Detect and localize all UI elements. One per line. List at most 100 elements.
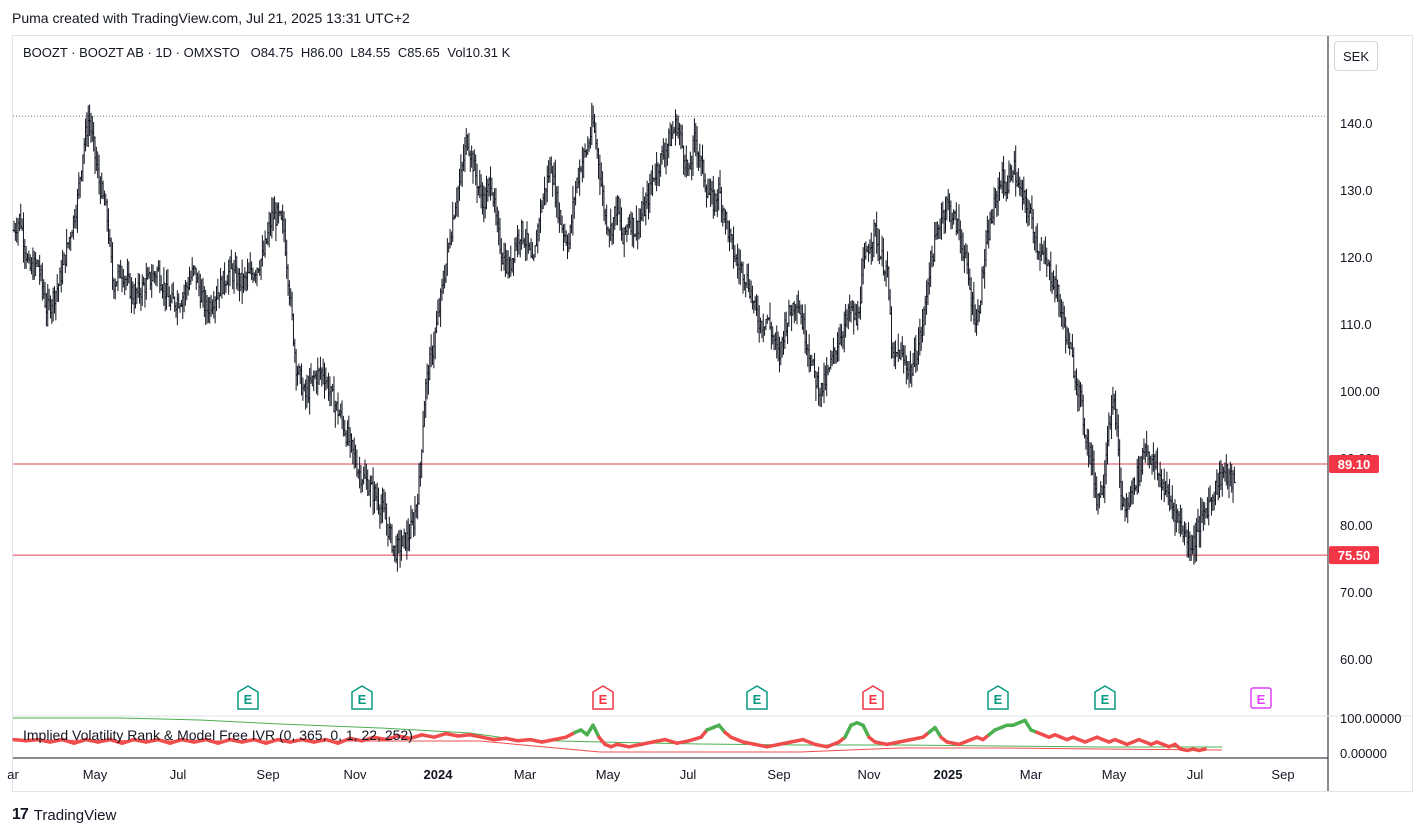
ivr-segment [651, 737, 667, 744]
ivr-segment [897, 737, 913, 744]
ivr-segment [420, 733, 436, 739]
ivr-segment [252, 737, 268, 745]
ivr-segment [276, 737, 292, 744]
earnings-marker [987, 685, 1009, 710]
ivr-segment [108, 737, 124, 745]
ivr-segment [168, 737, 184, 745]
indicator-label: Implied Volatility Rank & Model Free IVR… [23, 727, 413, 743]
earnings-label: E [869, 692, 878, 707]
y-tick-label: 60.00 [1340, 652, 1373, 667]
ivr-segment [945, 740, 961, 747]
x-tick-label: Jul [1187, 767, 1204, 782]
y-tick-label: 120.0 [1340, 250, 1373, 265]
ivr-segment [96, 737, 112, 744]
ivr-segment [204, 737, 220, 745]
ivr-segment [84, 737, 100, 744]
x-tick-label: 2024 [424, 767, 454, 782]
brand-name: TradingView [33, 806, 117, 824]
x-tick-label: May [596, 767, 621, 782]
ivr-segment [873, 740, 889, 747]
earnings-marker [862, 685, 884, 710]
ivr-segment [801, 737, 817, 747]
ivr-segment [216, 737, 232, 745]
ohlc-low: L84.55 [350, 45, 391, 60]
earnings-marker [746, 685, 768, 710]
earnings-marker [1094, 685, 1116, 710]
tradingview-brand: 17 TradingView [12, 806, 116, 824]
ivr-segment [516, 737, 532, 743]
ivr-segment [813, 742, 829, 749]
ivr-tick-label: 100.00000 [1340, 711, 1401, 726]
currency-button[interactable]: SEK [1334, 41, 1378, 71]
ivr-segment [12, 737, 28, 743]
ivr-segment [228, 737, 244, 744]
ivr-segment [615, 742, 631, 749]
ivr-segment [468, 733, 484, 739]
ivr-segment [765, 742, 781, 749]
ivr-segment [408, 733, 424, 741]
earnings-marker [351, 685, 373, 710]
ivr-segment [444, 731, 460, 738]
ohlc-close: C85.65 [397, 45, 440, 60]
ivr-segment [300, 737, 316, 744]
x-tick-label: Sep [767, 767, 790, 782]
ivr-segment [60, 737, 76, 745]
ivr-segment [264, 737, 280, 745]
earnings-label: E [1257, 692, 1266, 707]
ivr-segment [432, 731, 448, 739]
ivr-segment [861, 723, 871, 739]
ivr-segment [663, 737, 679, 745]
earnings-label: E [358, 692, 367, 707]
earnings-label: E [994, 692, 1003, 707]
x-tick-label: Nov [343, 767, 367, 782]
ivr-segment [120, 737, 136, 745]
price-level-label: 89.10 [1338, 457, 1371, 472]
ivr-segment [753, 742, 769, 749]
ivr-segment [957, 737, 973, 747]
ivr-segment [789, 737, 805, 744]
ivr-segment [492, 736, 508, 742]
ivr-segment [909, 735, 925, 742]
ivr-segment [336, 736, 352, 745]
y-tick-label: 130.0 [1340, 183, 1373, 198]
ivr-segment [825, 740, 841, 749]
ivr-segment [36, 737, 52, 744]
ivr-segment [48, 737, 64, 744]
symbol-name[interactable]: BOOZT · BOOZT AB · 1D · OMXSTO [23, 45, 240, 60]
ivr-tick-label: 0.00000 [1340, 746, 1387, 761]
ivr-segment [639, 740, 655, 747]
x-tick-label: Jul [170, 767, 187, 782]
ivr-segment [360, 735, 376, 743]
x-tick-label: Nov [857, 767, 881, 782]
ivr-segment [348, 736, 364, 743]
ivr-segment [591, 723, 601, 739]
ivr-segment [540, 737, 556, 744]
ohlc-high: H86.00 [300, 45, 343, 60]
ivr-segment [675, 739, 691, 745]
ohlc-bars [12, 102, 1236, 572]
ivr-segment [288, 737, 304, 744]
chart-title: Puma created with TradingView.com, Jul 2… [12, 10, 410, 26]
ivr-segment [528, 737, 544, 744]
ohlc-open: O84.75 [250, 45, 294, 60]
ivr-segment [72, 737, 88, 745]
ivr-segment [885, 740, 901, 747]
ivr-segment [777, 740, 793, 747]
x-tick-label: ar [7, 767, 19, 782]
earnings-marker [592, 685, 614, 710]
ivr-segment [144, 737, 160, 744]
ivr-segment [504, 736, 520, 743]
y-tick-label: 80.00 [1340, 518, 1373, 533]
x-tick-label: Sep [256, 767, 279, 782]
ivr-segment [240, 737, 256, 744]
earnings-marker [1250, 687, 1272, 709]
y-tick-label: 140.0 [1340, 116, 1373, 131]
y-tick-label: 70.00 [1340, 585, 1373, 600]
y-tick-label: 100.00 [1340, 384, 1380, 399]
price-level-badge [1329, 546, 1379, 565]
ivr-segment [627, 742, 643, 749]
x-tick-label: Mar [1020, 767, 1043, 782]
ivr-segment [24, 737, 40, 743]
price-level-label: 75.50 [1338, 548, 1371, 563]
